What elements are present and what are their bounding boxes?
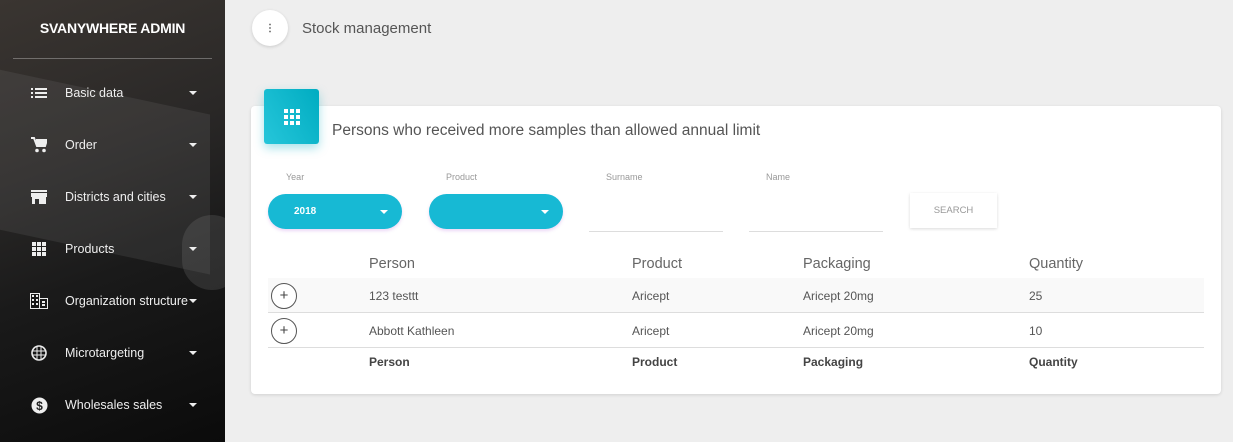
year-select[interactable]: 2018 [268, 194, 402, 229]
year-label: Year [286, 172, 305, 182]
table-row: + [268, 313, 1204, 348]
dollar-icon: $ [30, 396, 48, 414]
grid-icon [264, 89, 319, 144]
caret-down-icon [189, 403, 197, 407]
table-row: + [268, 278, 1204, 313]
cell-quantity: 10 [1029, 324, 1043, 338]
cell-product: Aricept [632, 324, 670, 338]
column-header-product: Product [632, 256, 682, 272]
sidebar-item-microtargeting[interactable]: Microtargeting [0, 338, 225, 368]
sidebar-item-products[interactable]: Products [0, 234, 225, 264]
caret-down-icon [541, 210, 549, 214]
page-title: Stock management [302, 20, 432, 37]
svg-text:$: $ [36, 399, 43, 413]
cell-packaging: Aricept 20mg [803, 289, 874, 303]
caret-down-icon [189, 299, 197, 303]
plus-icon: + [279, 322, 289, 339]
sidebar-item-label: Districts and cities [65, 190, 166, 204]
name-input[interactable] [749, 196, 883, 232]
cell-person: Abbott Kathleen [369, 324, 455, 338]
sidebar-item-districts[interactable]: Districts and cities [0, 182, 225, 212]
list-icon [30, 84, 48, 102]
cell-quantity: 25 [1029, 289, 1043, 303]
expand-row-button[interactable]: + [271, 283, 297, 309]
footer-product: Product [632, 355, 678, 369]
caret-down-icon [189, 247, 197, 251]
caret-down-icon [189, 351, 197, 355]
building-icon [30, 292, 48, 310]
product-select[interactable] [429, 194, 563, 229]
cell-packaging: Aricept 20mg [803, 324, 874, 338]
footer-quantity: Quantity [1029, 355, 1078, 369]
caret-down-icon [380, 210, 388, 214]
cell-person: 123 testtt [369, 289, 419, 303]
year-value: 2018 [294, 206, 317, 217]
column-header-packaging: Packaging [803, 256, 871, 272]
sidebar-item-label: Microtargeting [65, 346, 145, 360]
cart-icon [30, 136, 48, 154]
card-title: Persons who received more samples than a… [332, 122, 761, 139]
globe-icon [30, 344, 48, 362]
sidebar-item-basic-data[interactable]: Basic data [0, 78, 225, 108]
sidebar-item-wholesales[interactable]: $ Wholesales sales [0, 390, 225, 420]
name-label: Name [766, 172, 791, 182]
divider [13, 58, 212, 59]
footer-person: Person [369, 355, 410, 369]
product-label: Product [446, 172, 478, 182]
report-card [251, 106, 1221, 394]
cell-product: Aricept [632, 289, 670, 303]
search-button[interactable]: SEARCH [910, 193, 997, 228]
sidebar-item-label: Products [65, 242, 115, 256]
column-header-quantity: Quantity [1029, 256, 1083, 272]
sidebar-item-organization[interactable]: Organization structure [0, 286, 225, 316]
more-vert-icon: ⋮ [265, 22, 275, 34]
grid-icon [30, 240, 48, 258]
sidebar-item-label: Wholesales sales [65, 398, 163, 412]
caret-down-icon [189, 91, 197, 95]
sidebar-item-label: Order [65, 138, 97, 152]
brand-title: SVANYWHERE ADMIN [39, 20, 186, 36]
footer-packaging: Packaging [803, 355, 864, 369]
sidebar: SVANYWHERE ADMIN Basic data Order Distri… [0, 0, 225, 442]
more-vert-button[interactable]: ⋮ [252, 10, 288, 46]
surname-label: Surname [606, 172, 643, 182]
plus-icon: + [279, 287, 289, 304]
sidebar-item-label: Basic data [65, 86, 124, 100]
caret-down-icon [189, 195, 197, 199]
surname-input[interactable] [589, 196, 723, 232]
column-header-person: Person [369, 256, 415, 272]
sidebar-item-label: Organization structure [65, 294, 188, 308]
caret-down-icon [189, 143, 197, 147]
store-icon [30, 188, 48, 206]
expand-row-button[interactable]: + [271, 318, 297, 344]
sidebar-item-order[interactable]: Order [0, 130, 225, 160]
